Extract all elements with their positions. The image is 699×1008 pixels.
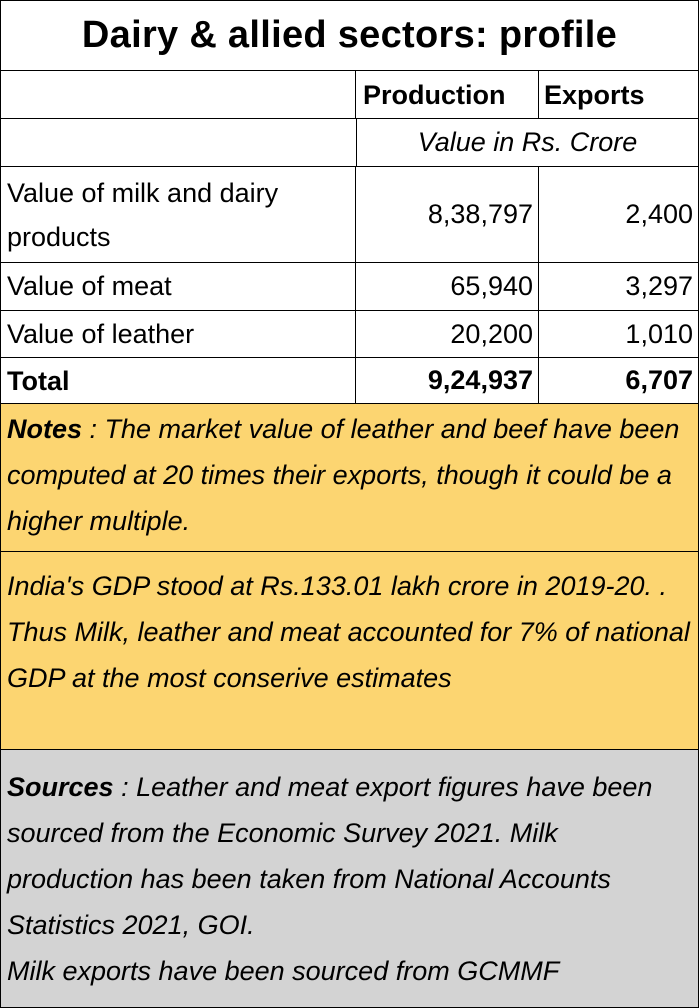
exports-value: 3,297 bbox=[625, 271, 693, 301]
notes-box: Notes : The market value of leather and … bbox=[1, 404, 698, 552]
exports-value: 1,010 bbox=[625, 318, 693, 349]
row-label: Value of milk and dairy products bbox=[1, 167, 356, 262]
gdp-note: India's GDP stood at Rs.133.01 lakh cror… bbox=[1, 552, 698, 750]
total-label: Total bbox=[1, 358, 356, 403]
row-label: Value of meat bbox=[1, 263, 356, 310]
sources-milk-exports: Milk exports have been sourced from GCMM… bbox=[7, 956, 560, 986]
header-exports: Exports bbox=[544, 80, 645, 110]
notes-lead: Notes bbox=[7, 414, 83, 444]
total-exports: 6,707 bbox=[625, 365, 693, 395]
table-row: Value of leather 20,200 1,010 bbox=[1, 311, 698, 358]
header-production-cell: Production bbox=[356, 71, 539, 118]
production-value: 65,940 bbox=[356, 263, 539, 310]
exports-value: 2,400 bbox=[625, 199, 693, 229]
header-empty-cell bbox=[1, 71, 356, 118]
sources-box: Sources : Leather and meat export figure… bbox=[1, 750, 698, 1007]
header-exports-cell: Exports bbox=[539, 71, 698, 118]
total-production: 9,24,937 bbox=[356, 358, 539, 403]
row-label: Value of leather bbox=[1, 311, 356, 357]
table-row: Value of meat 65,940 3,297 bbox=[1, 263, 698, 311]
sources-paragraph: Sources : Leather and meat export figure… bbox=[7, 764, 690, 948]
production-value: 8,38,797 bbox=[356, 167, 539, 262]
unit-row: Value in Rs. Crore bbox=[1, 119, 698, 167]
notes-text: : The market value of leather and beef h… bbox=[7, 414, 680, 536]
sources-text: : Leather and meat export figures have b… bbox=[7, 772, 653, 940]
sources-lead: Sources bbox=[7, 772, 114, 802]
table-title: Dairy & allied sectors: profile bbox=[1, 1, 698, 71]
header-production: Production bbox=[363, 80, 506, 110]
production-value: 20,200 bbox=[356, 311, 539, 357]
table-row: Value of milk and dairy products 8,38,79… bbox=[1, 167, 698, 263]
total-row: Total 9,24,937 6,707 bbox=[1, 358, 698, 404]
header-row: Production Exports bbox=[1, 71, 698, 119]
unit-note: Value in Rs. Crore bbox=[356, 119, 698, 166]
